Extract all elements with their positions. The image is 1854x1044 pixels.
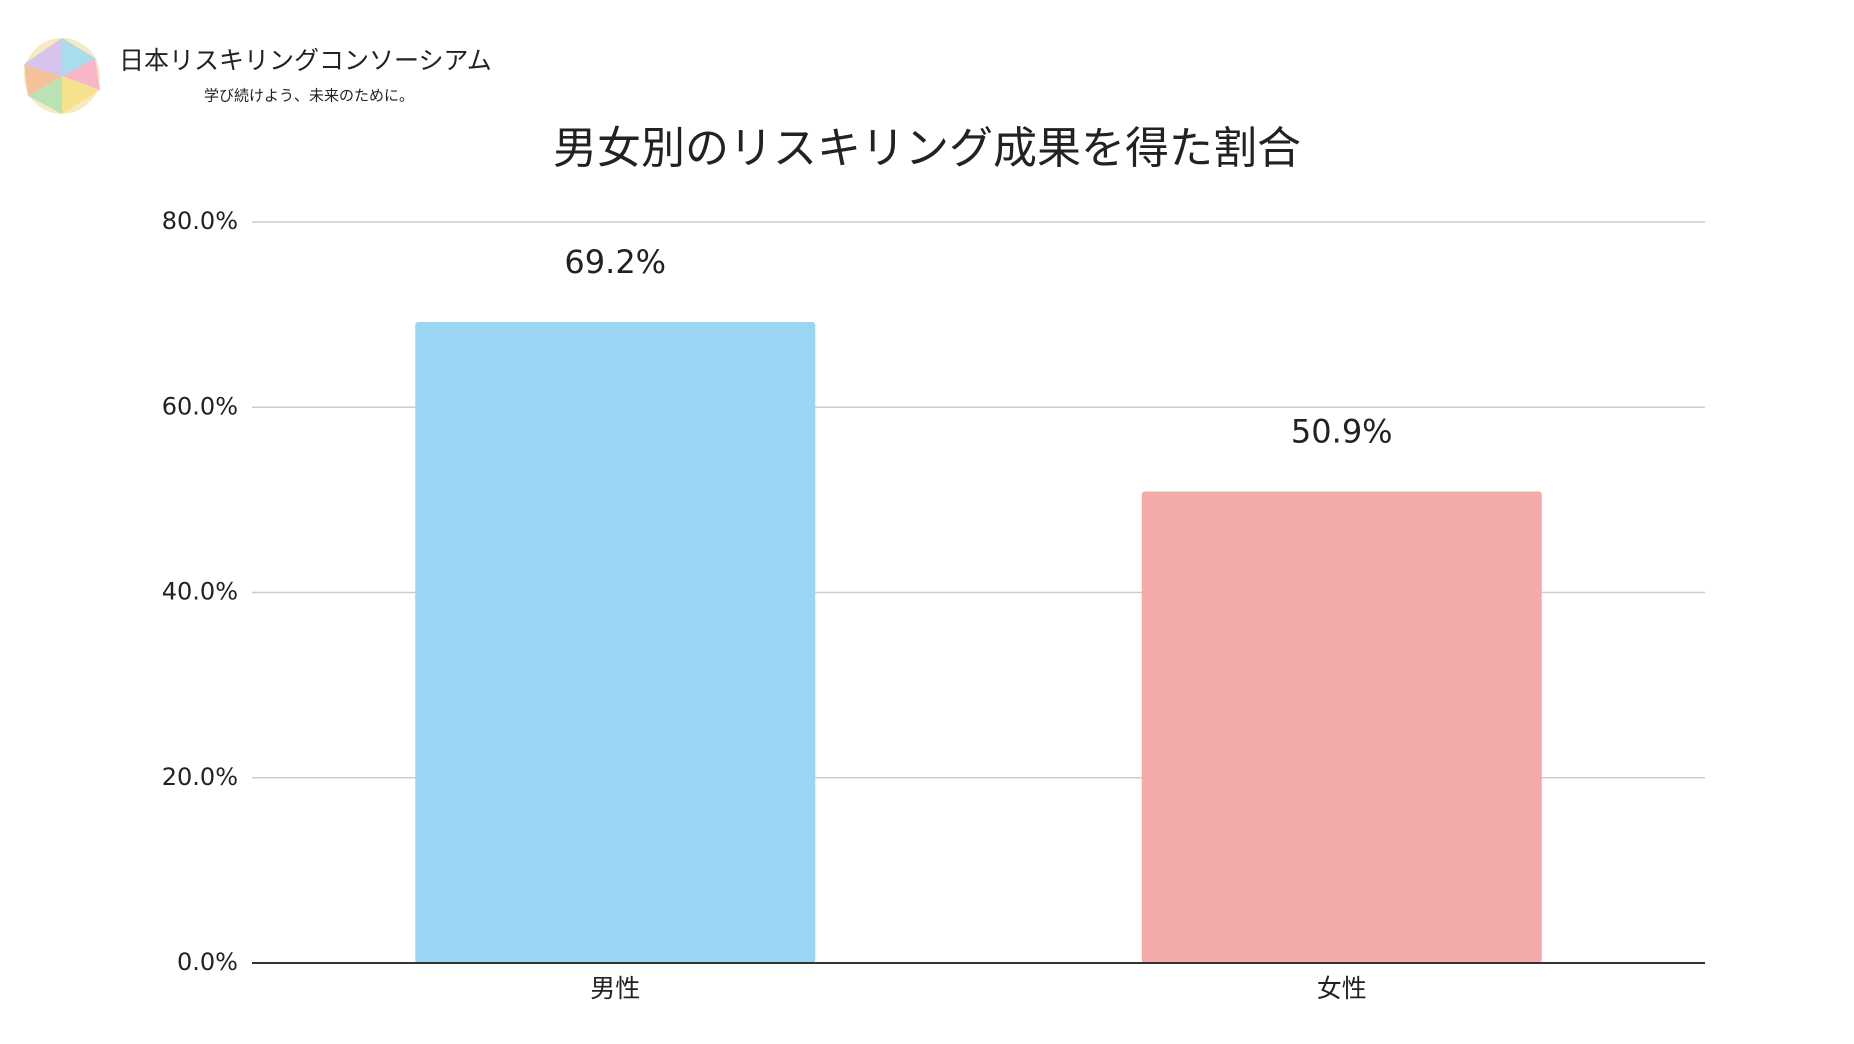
chart-title: 男女別のリスキリング成果を得た割合 — [553, 123, 1301, 174]
y-tick-label: 20.0% — [162, 763, 238, 791]
value-label: 50.9% — [1291, 413, 1393, 451]
value-label: 69.2% — [564, 243, 666, 281]
bar — [415, 322, 816, 963]
logo-tagline: 学び続けよう、未来のために。 — [204, 87, 414, 105]
y-tick-label: 0.0% — [177, 948, 238, 976]
y-tick-label: 80.0% — [162, 207, 238, 235]
x-tick-label: 女性 — [1317, 974, 1367, 1003]
bar — [1141, 491, 1542, 963]
logo-title: 日本リスキリングコンソーシアム — [119, 46, 492, 75]
y-tick-label: 60.0% — [162, 392, 238, 420]
logo — [24, 38, 100, 114]
x-tick-label: 男性 — [590, 974, 640, 1003]
y-tick-label: 40.0% — [162, 578, 238, 606]
